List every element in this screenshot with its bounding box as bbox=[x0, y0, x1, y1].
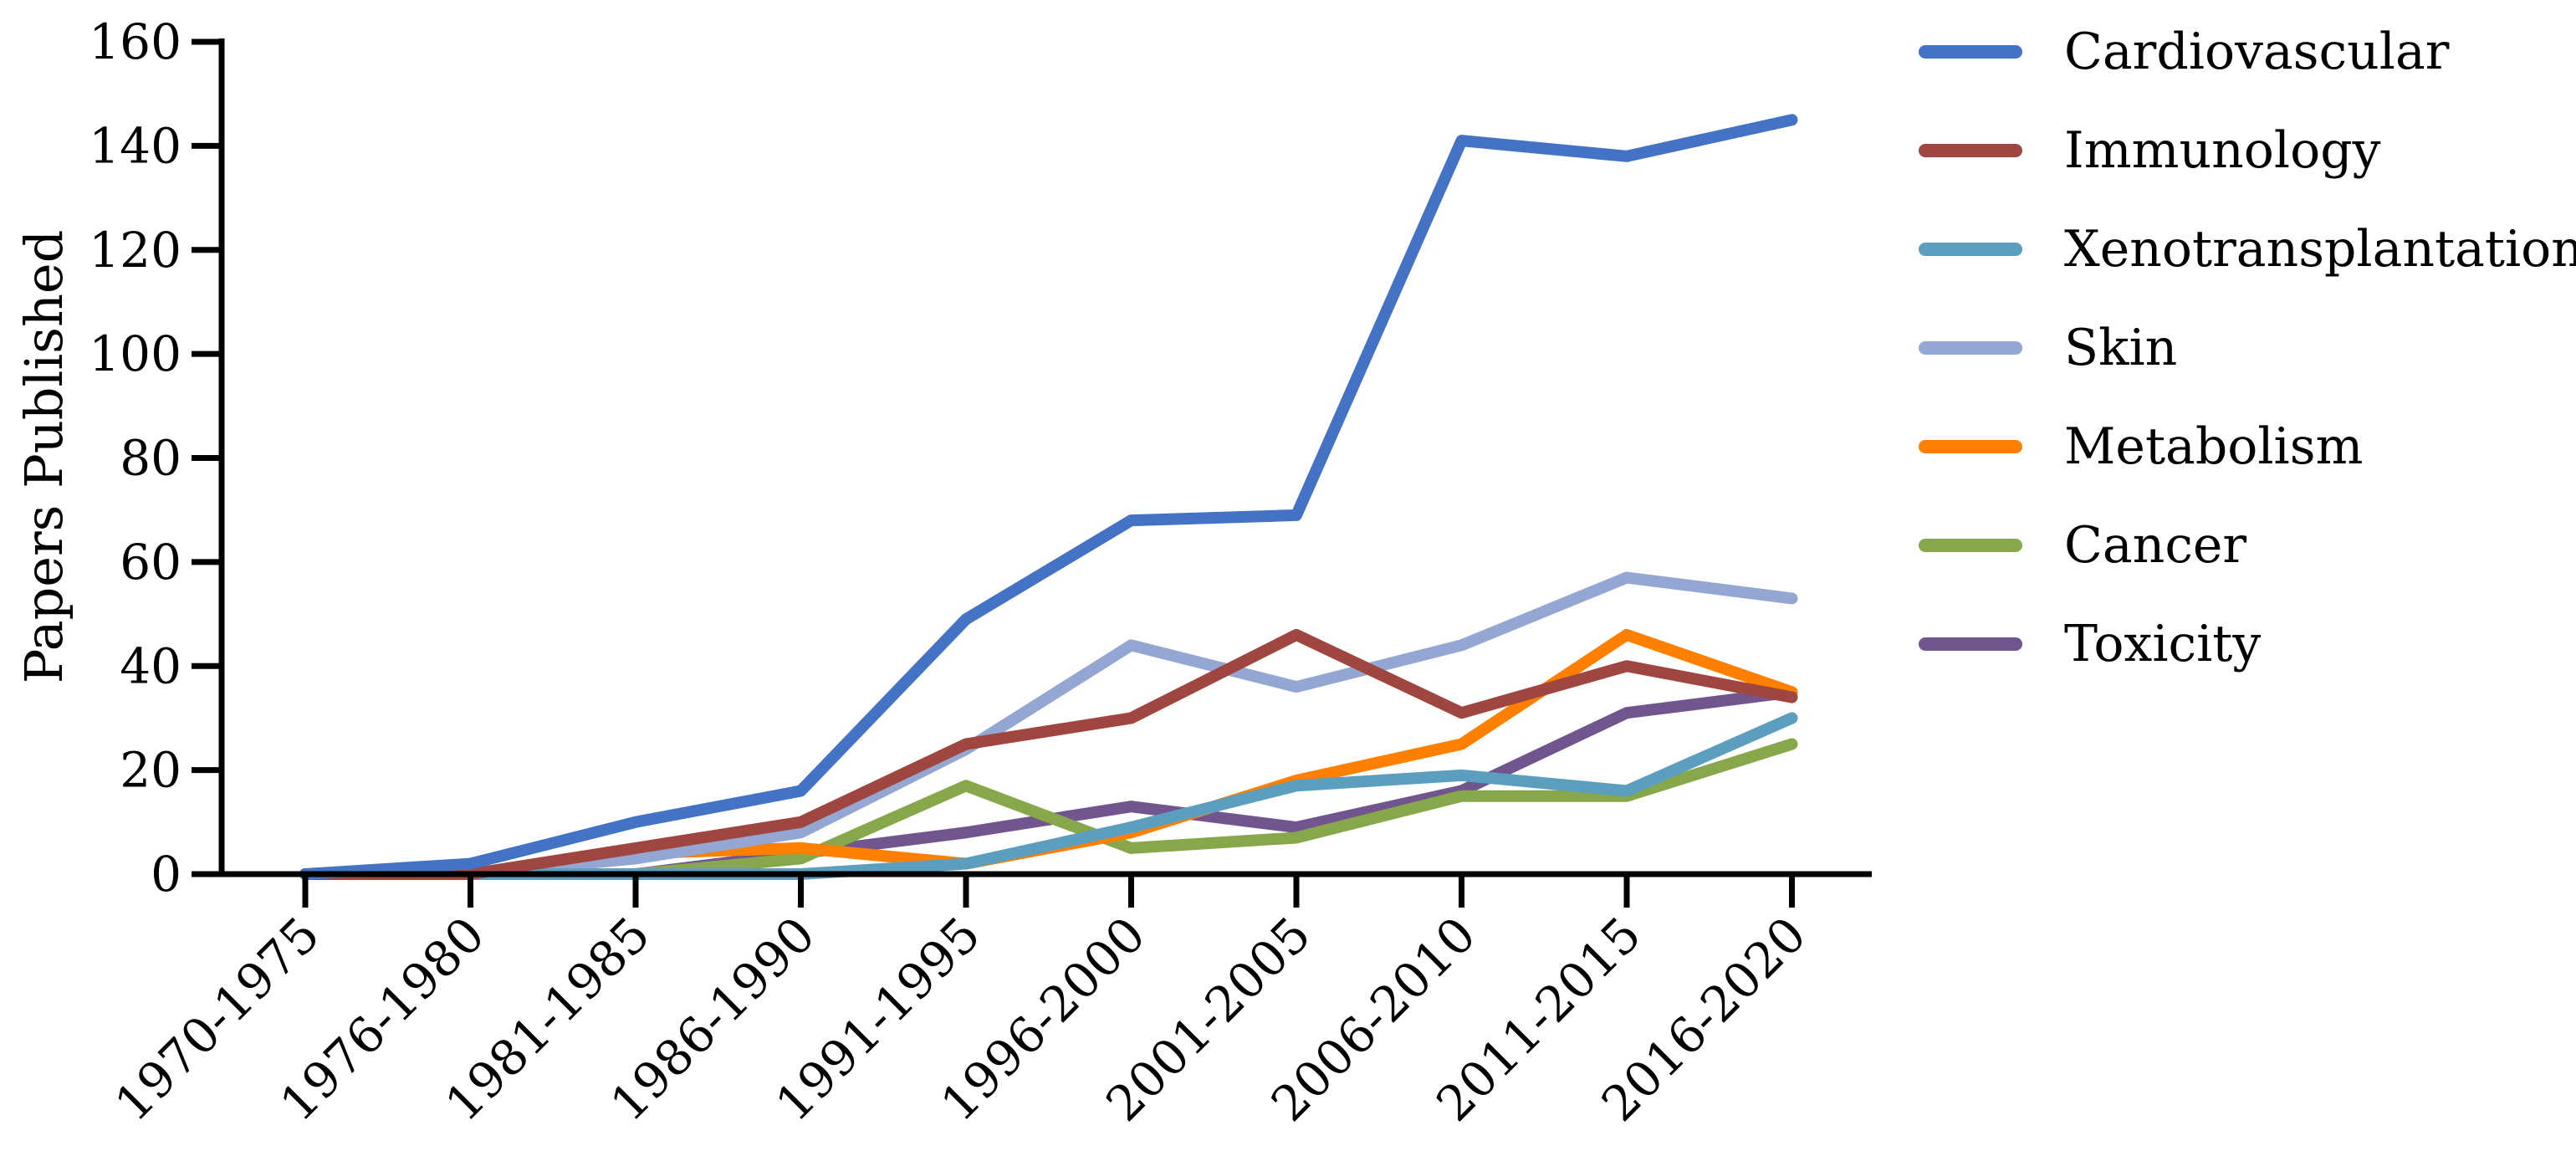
y-tick-label: 20 bbox=[120, 742, 181, 799]
series-line-metabolism bbox=[299, 628, 1798, 880]
legend-label-cardiovascular: Cardiovascular bbox=[2064, 23, 2450, 81]
y-tick-label: 160 bbox=[89, 13, 181, 70]
series-line-cardiovascular bbox=[299, 114, 1798, 880]
y-tick-label: 140 bbox=[89, 117, 181, 174]
y-tick-label: 100 bbox=[89, 325, 181, 382]
legend-label-toxicity: Toxicity bbox=[2064, 615, 2261, 673]
legend-label-skin: Skin bbox=[2064, 319, 2177, 377]
y-tick-label: 0 bbox=[151, 846, 181, 903]
y-tick-label: 40 bbox=[120, 637, 181, 694]
y-tick-label: 120 bbox=[89, 222, 181, 279]
legend-label-metabolism: Metabolism bbox=[2064, 417, 2363, 476]
y-axis-title-group: Papers Published bbox=[13, 230, 74, 684]
y-axis-title: Papers Published bbox=[13, 230, 74, 684]
legend: Cardiovascular Immunology Xenotransplantat… bbox=[1919, 23, 2576, 673]
y-tick-label: 80 bbox=[120, 430, 181, 487]
series-layer bbox=[299, 114, 1798, 880]
x-ticks: 1970-19751976-19801981-19851986-19901991… bbox=[104, 874, 1817, 1133]
series-line-immunology bbox=[299, 628, 1798, 880]
legend-label-xenotransplantation: Xenotransplantation bbox=[2064, 220, 2576, 279]
legend-label-cancer: Cancer bbox=[2064, 516, 2246, 575]
axes bbox=[218, 38, 1872, 877]
y-tick-label: 60 bbox=[120, 534, 181, 591]
legend-label-immunology: Immunology bbox=[2064, 121, 2381, 180]
y-ticks: 0 20 40 60 80 100 120 140 160 bbox=[89, 13, 222, 903]
